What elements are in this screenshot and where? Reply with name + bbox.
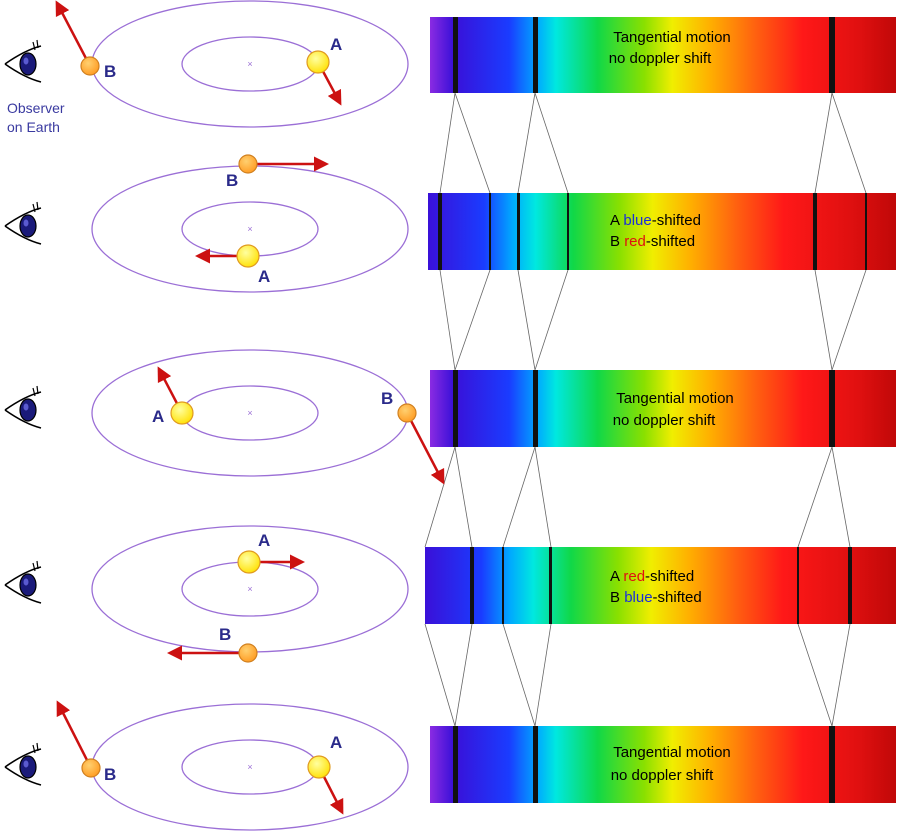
absorption-line bbox=[438, 193, 442, 270]
star-b-label: B bbox=[104, 765, 116, 784]
center-of-mass-marker: × bbox=[247, 59, 252, 69]
absorption-line bbox=[567, 193, 569, 270]
absorption-line bbox=[489, 193, 491, 270]
star-a bbox=[307, 755, 331, 779]
absorption-line bbox=[533, 17, 538, 93]
eye-icon bbox=[4, 560, 42, 604]
observer-label-line1: Observer bbox=[7, 100, 65, 116]
absorption-line bbox=[797, 547, 799, 624]
star-a-label: A bbox=[258, 267, 270, 286]
absorption-line bbox=[502, 547, 504, 624]
caption-line1: Tangential motion bbox=[613, 29, 731, 46]
eye-icon bbox=[4, 201, 42, 245]
eye-icon bbox=[4, 39, 42, 83]
absorption-line bbox=[549, 547, 552, 624]
spectrum-bar bbox=[428, 193, 896, 270]
absorption-line bbox=[533, 370, 538, 447]
star-a-label: A bbox=[152, 407, 164, 426]
star-b-label: B bbox=[226, 171, 238, 190]
absorption-line bbox=[453, 17, 458, 93]
center-of-mass-marker: × bbox=[247, 584, 252, 594]
caption-line2: B blue-shifted bbox=[610, 589, 702, 606]
star-a bbox=[237, 550, 261, 574]
panel-1: Observer on Earth × A B Tangential motio… bbox=[4, 0, 896, 135]
star-b-label: B bbox=[381, 389, 393, 408]
star-b-velocity-arrow bbox=[405, 412, 445, 485]
observer-label-line2: on Earth bbox=[7, 119, 60, 135]
caption-line2: no doppler shift bbox=[611, 767, 714, 784]
center-of-mass-marker: × bbox=[247, 762, 252, 772]
star-a-label: A bbox=[258, 531, 270, 550]
caption-line1: Tangential motion bbox=[613, 744, 731, 761]
eye-icon bbox=[4, 742, 42, 786]
star-a bbox=[236, 244, 260, 268]
caption-line1: Tangential motion bbox=[616, 390, 734, 407]
star-b-velocity-arrow bbox=[56, 700, 93, 769]
star-a-label: A bbox=[330, 35, 342, 54]
absorption-line bbox=[517, 193, 520, 270]
caption-line2: no doppler shift bbox=[609, 50, 712, 67]
spectrum-bar bbox=[430, 726, 896, 803]
spectral-line-connectors bbox=[424, 92, 867, 727]
absorption-line bbox=[848, 547, 852, 624]
spectrum-bar bbox=[430, 370, 896, 447]
absorption-line bbox=[829, 726, 835, 803]
caption-line2: no doppler shift bbox=[613, 412, 716, 429]
absorption-line bbox=[865, 193, 867, 270]
star-b bbox=[238, 643, 258, 663]
center-of-mass-marker: × bbox=[247, 224, 252, 234]
star-b-velocity-arrow bbox=[55, 0, 92, 67]
spectrum-bar bbox=[425, 547, 896, 624]
panel-2: × B A A blue-shifted B red-shifted bbox=[4, 154, 896, 293]
absorption-line bbox=[829, 17, 835, 93]
star-b bbox=[80, 56, 100, 76]
absorption-line bbox=[453, 726, 458, 803]
caption-line1: A red-shifted bbox=[610, 568, 694, 585]
absorption-line bbox=[453, 370, 458, 447]
panel-5: × A B Tangential motion no doppler shift bbox=[4, 700, 896, 831]
star-b bbox=[238, 154, 258, 174]
absorption-line bbox=[533, 726, 538, 803]
center-of-mass-marker: × bbox=[247, 408, 252, 418]
absorption-line bbox=[813, 193, 817, 270]
absorption-line bbox=[829, 370, 835, 447]
panel-4: × A B A red-shifted B blue-shifted bbox=[4, 525, 896, 663]
star-b-label: B bbox=[104, 62, 116, 81]
caption-line2: B red-shifted bbox=[610, 233, 695, 250]
caption-line1: A blue-shifted bbox=[610, 212, 701, 229]
absorption-line bbox=[470, 547, 474, 624]
eye-icon bbox=[4, 385, 42, 429]
star-a-label: A bbox=[330, 733, 342, 752]
star-b bbox=[397, 403, 417, 423]
panel-3: × A B Tangential motion no doppler shift bbox=[4, 349, 896, 485]
star-b bbox=[81, 758, 101, 778]
star-a bbox=[170, 401, 194, 425]
spectrum-bar bbox=[430, 17, 896, 93]
star-b-label: B bbox=[219, 625, 231, 644]
star-a bbox=[306, 50, 330, 74]
